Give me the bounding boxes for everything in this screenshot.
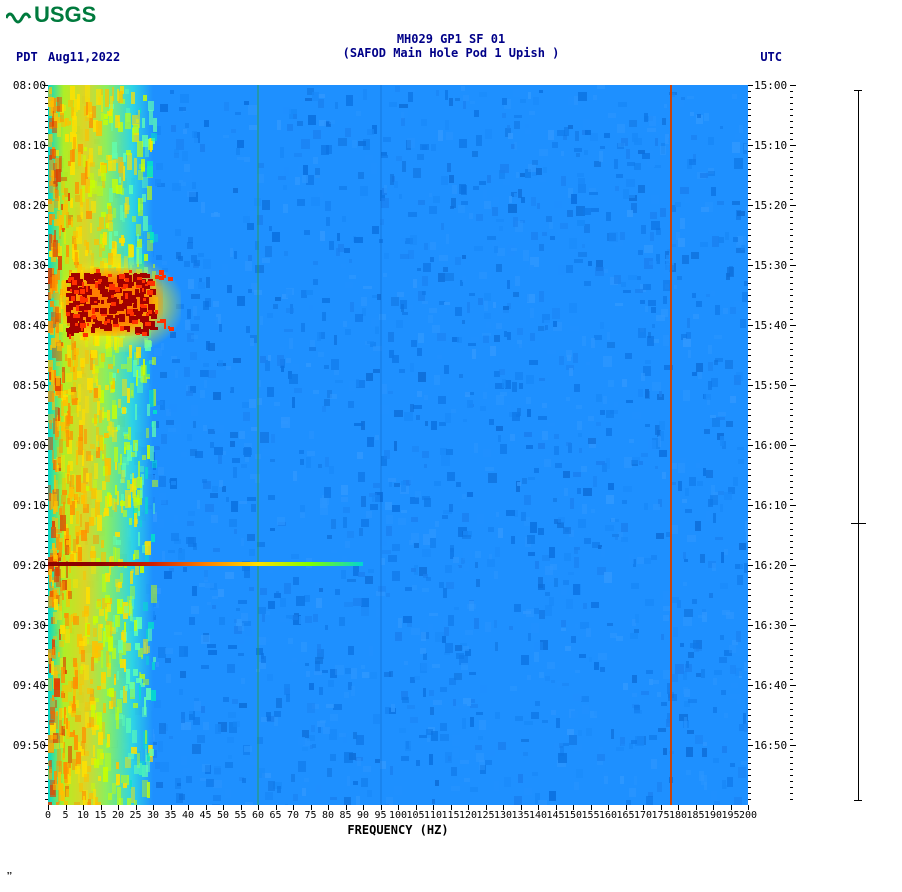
y-right-label: 16:00 <box>754 439 787 452</box>
y-left-label: 08:30 <box>4 259 46 272</box>
x-axis-label: 175 <box>651 810 669 821</box>
usgs-logo: USGS <box>6 2 96 28</box>
y-left-label: 09:50 <box>4 739 46 752</box>
x-axis-label: 10 <box>77 810 89 821</box>
y-left-label: 09:20 <box>4 559 46 572</box>
y-right-label: 16:20 <box>754 559 787 572</box>
x-axis-label: 185 <box>686 810 704 821</box>
x-axis-label: 145 <box>546 810 564 821</box>
x-axis-label: 160 <box>599 810 617 821</box>
right-tz-label: UTC <box>760 50 782 64</box>
x-axis-label: 40 <box>182 810 194 821</box>
y-left-label: 08:40 <box>4 319 46 332</box>
x-axis-label: 155 <box>581 810 599 821</box>
usgs-logo-text: USGS <box>34 2 96 28</box>
y-right-label: 15:00 <box>754 79 787 92</box>
y-left-label: 08:00 <box>4 79 46 92</box>
x-axis-label: 85 <box>339 810 351 821</box>
x-axis-label: 60 <box>252 810 264 821</box>
x-axis-label: 20 <box>112 810 124 821</box>
x-axis-label: 195 <box>721 810 739 821</box>
x-axis-label: 135 <box>511 810 529 821</box>
x-axis-label: 70 <box>287 810 299 821</box>
right-scale-bar <box>858 90 859 800</box>
x-axis-label: 25 <box>129 810 141 821</box>
y-left-label: 09:00 <box>4 439 46 452</box>
x-axis-label: 95 <box>374 810 386 821</box>
x-axis-label: 75 <box>304 810 316 821</box>
left-tz-label: PDT <box>16 50 38 64</box>
corner-mark: ❞ <box>6 870 13 883</box>
x-axis-label: 190 <box>704 810 722 821</box>
x-axis-label: 150 <box>564 810 582 821</box>
x-axis-label: 65 <box>269 810 281 821</box>
y-left-label: 09:30 <box>4 619 46 632</box>
y-right-label: 16:10 <box>754 499 787 512</box>
y-left-label: 08:10 <box>4 139 46 152</box>
x-axis-label: 140 <box>529 810 547 821</box>
y-right-label: 15:10 <box>754 139 787 152</box>
y-right-label: 16:30 <box>754 619 787 632</box>
x-axis-label: 120 <box>459 810 477 821</box>
x-axis-label: 180 <box>669 810 687 821</box>
x-axis-label: 45 <box>199 810 211 821</box>
x-axis-label: 50 <box>217 810 229 821</box>
y-right-label: 15:40 <box>754 319 787 332</box>
x-axis-label: 200 <box>739 810 757 821</box>
y-left-label: 08:20 <box>4 199 46 212</box>
x-axis-label: 0 <box>45 810 51 821</box>
x-axis-label: 110 <box>424 810 442 821</box>
y-right-label: 15:50 <box>754 379 787 392</box>
y-right-label: 16:40 <box>754 679 787 692</box>
x-axis-label: 125 <box>476 810 494 821</box>
x-axis-label: 115 <box>441 810 459 821</box>
x-axis-label: 80 <box>322 810 334 821</box>
y-left-label: 09:40 <box>4 679 46 692</box>
x-axis-label: 130 <box>494 810 512 821</box>
x-axis-label: 30 <box>147 810 159 821</box>
usgs-wave-icon <box>6 6 32 24</box>
y-right-label: 16:50 <box>754 739 787 752</box>
x-axis-label: 170 <box>634 810 652 821</box>
x-axis-label: 90 <box>357 810 369 821</box>
spectrogram-plot <box>48 85 748 805</box>
chart-title-line1: MH029 GP1 SF 01 <box>0 32 902 46</box>
x-axis-label: 100 <box>389 810 407 821</box>
x-axis-label: 165 <box>616 810 634 821</box>
y-right-label: 15:30 <box>754 259 787 272</box>
x-axis-label: 55 <box>234 810 246 821</box>
x-axis-title: FREQUENCY (HZ) <box>0 823 796 837</box>
date-label: Aug11,2022 <box>48 50 120 64</box>
x-axis-label: 35 <box>164 810 176 821</box>
y-left-label: 08:50 <box>4 379 46 392</box>
y-right-label: 15:20 <box>754 199 787 212</box>
y-left-label: 09:10 <box>4 499 46 512</box>
x-axis-label: 15 <box>94 810 106 821</box>
x-axis-label: 5 <box>62 810 68 821</box>
x-axis-label: 105 <box>406 810 424 821</box>
